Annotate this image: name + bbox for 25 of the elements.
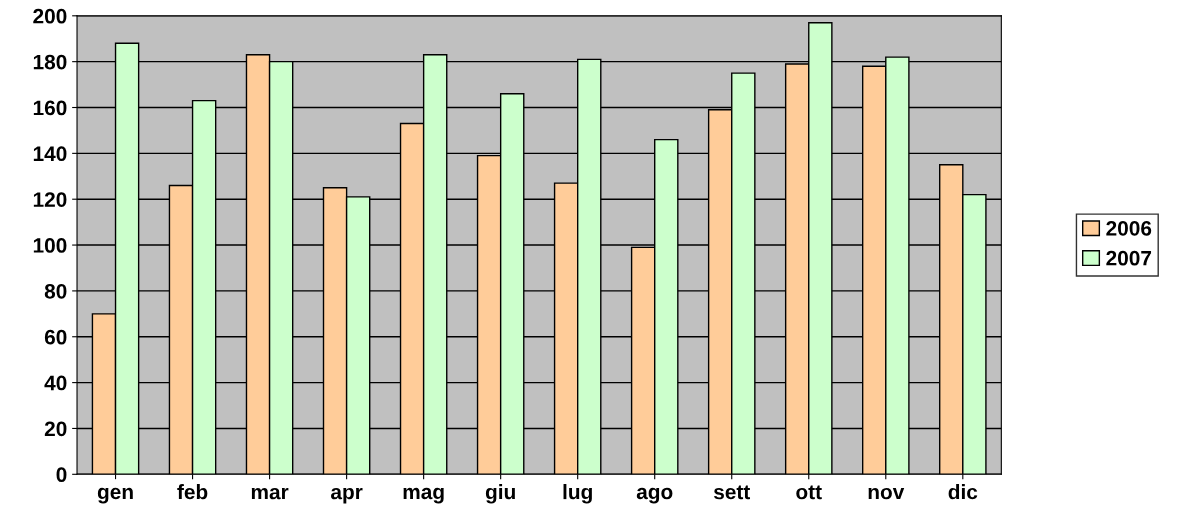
x-tick-label: lug bbox=[563, 484, 592, 504]
x-tick-label: gen bbox=[97, 487, 133, 504]
y-tick-label: 100 bbox=[33, 238, 67, 253]
y-tick-label: 160 bbox=[33, 100, 67, 116]
x-tick-label: mag bbox=[403, 487, 444, 504]
y-tick-label: 180 bbox=[33, 54, 67, 70]
y-tick-label: 20 bbox=[44, 421, 67, 437]
x-tick-label: dic bbox=[948, 484, 978, 500]
x-tick-label: sett bbox=[713, 485, 751, 500]
x-tick-label: mar bbox=[251, 487, 289, 500]
y-tick-label: 200 bbox=[33, 8, 67, 24]
y-tick-label: 120 bbox=[33, 192, 67, 207]
y-tick-label: 0 bbox=[56, 467, 67, 483]
legend-label: 2006 bbox=[1106, 220, 1152, 236]
x-tick-label: feb bbox=[177, 484, 208, 500]
x-tick-label: ott bbox=[796, 485, 822, 500]
y-tick-label: 140 bbox=[33, 146, 67, 162]
y-tick-label: 40 bbox=[44, 375, 67, 391]
y-tick-label: 80 bbox=[44, 283, 67, 299]
legend-label: 2007 bbox=[1106, 250, 1152, 266]
x-tick-label: ago bbox=[636, 487, 673, 504]
x-tick-label: giu bbox=[485, 484, 515, 504]
x-tick-label: apr bbox=[331, 487, 363, 504]
y-tick-label: 60 bbox=[44, 329, 67, 345]
x-tick-label: nov bbox=[868, 487, 905, 500]
